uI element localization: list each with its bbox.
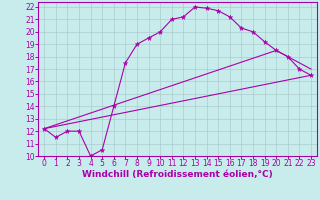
- X-axis label: Windchill (Refroidissement éolien,°C): Windchill (Refroidissement éolien,°C): [82, 170, 273, 179]
